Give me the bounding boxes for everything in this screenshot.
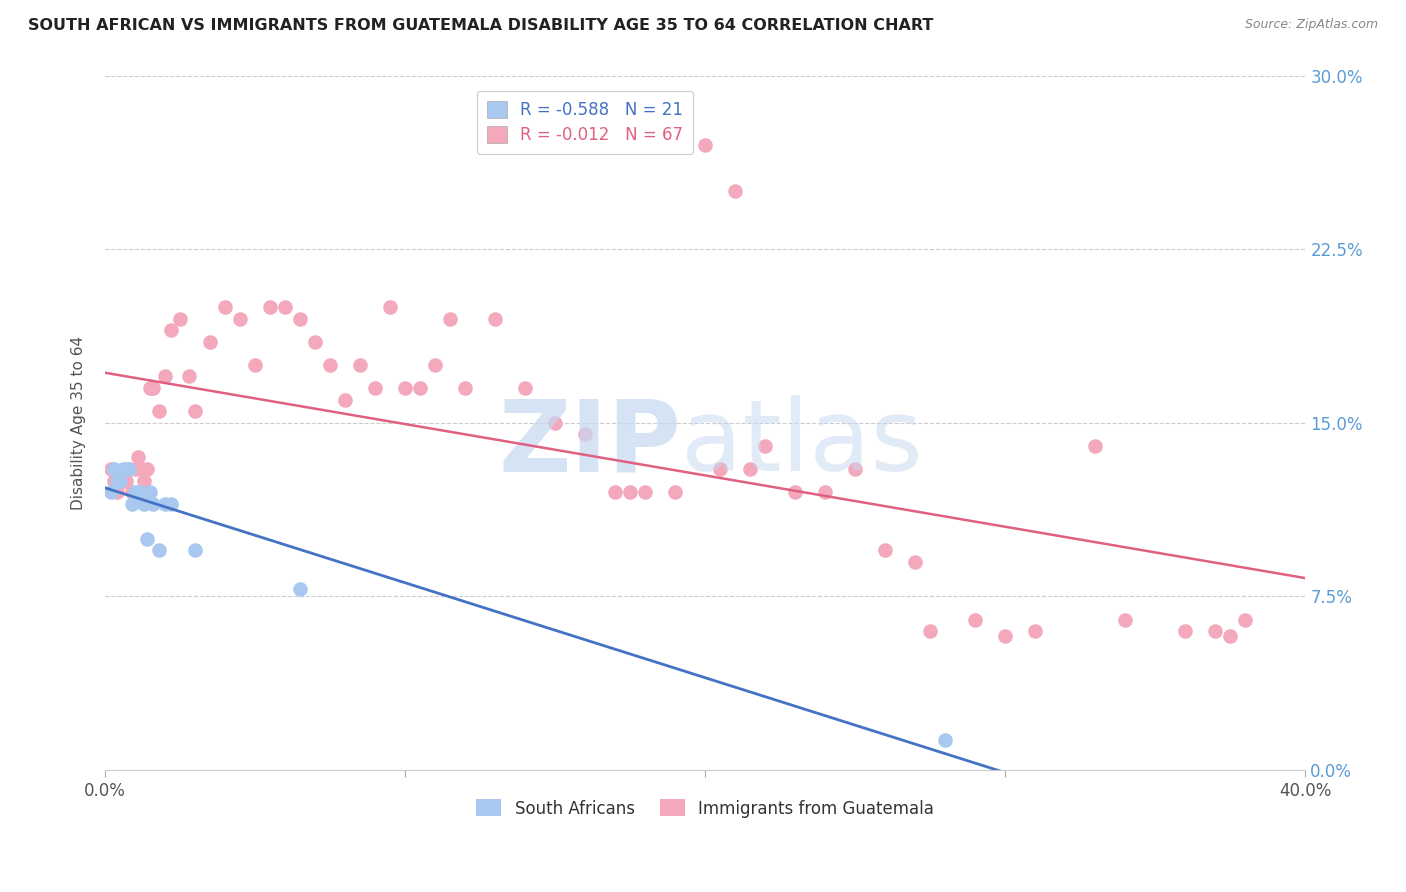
Point — [142, 381, 165, 395]
Point — [605, 485, 627, 500]
Point — [118, 462, 141, 476]
Point — [115, 474, 138, 488]
Point — [136, 532, 159, 546]
Point — [394, 381, 416, 395]
Point — [124, 485, 146, 500]
Legend: South Africans, Immigrants from Guatemala: South Africans, Immigrants from Guatemal… — [470, 793, 941, 824]
Point — [177, 369, 200, 384]
Point — [1234, 613, 1257, 627]
Point — [875, 543, 897, 558]
Point — [160, 497, 183, 511]
Point — [740, 462, 762, 476]
Y-axis label: Disability Age 35 to 64: Disability Age 35 to 64 — [72, 335, 86, 510]
Point — [1219, 629, 1241, 643]
Point — [920, 624, 942, 639]
Text: SOUTH AFRICAN VS IMMIGRANTS FROM GUATEMALA DISABILITY AGE 35 TO 64 CORRELATION C: SOUTH AFRICAN VS IMMIGRANTS FROM GUATEMA… — [28, 18, 934, 33]
Point — [274, 300, 297, 314]
Point — [574, 427, 596, 442]
Point — [118, 462, 141, 476]
Point — [136, 462, 159, 476]
Point — [409, 381, 432, 395]
Point — [229, 311, 252, 326]
Point — [160, 323, 183, 337]
Point — [664, 485, 686, 500]
Point — [132, 497, 155, 511]
Text: ZIP: ZIP — [498, 395, 681, 492]
Point — [184, 404, 207, 418]
Text: atlas: atlas — [681, 395, 922, 492]
Point — [484, 311, 506, 326]
Point — [304, 334, 326, 349]
Point — [934, 732, 956, 747]
Point — [439, 311, 461, 326]
Point — [129, 462, 152, 476]
Point — [994, 629, 1017, 643]
Point — [724, 184, 747, 198]
Point — [288, 582, 311, 597]
Point — [127, 450, 149, 465]
Point — [785, 485, 807, 500]
Point — [1084, 439, 1107, 453]
Point — [103, 474, 125, 488]
Point — [121, 485, 143, 500]
Point — [139, 381, 162, 395]
Point — [111, 462, 134, 476]
Point — [333, 392, 356, 407]
Point — [259, 300, 281, 314]
Point — [142, 497, 165, 511]
Point — [904, 555, 927, 569]
Point — [1024, 624, 1046, 639]
Point — [100, 485, 122, 500]
Point — [115, 462, 138, 476]
Point — [169, 311, 191, 326]
Point — [103, 462, 125, 476]
Point — [454, 381, 477, 395]
Point — [121, 497, 143, 511]
Point — [814, 485, 837, 500]
Point — [319, 358, 342, 372]
Point — [153, 369, 176, 384]
Point — [139, 485, 162, 500]
Point — [148, 543, 170, 558]
Point — [513, 381, 536, 395]
Point — [243, 358, 266, 372]
Point — [634, 485, 657, 500]
Point — [111, 474, 134, 488]
Point — [100, 462, 122, 476]
Point — [844, 462, 866, 476]
Point — [127, 485, 149, 500]
Point — [423, 358, 446, 372]
Point — [349, 358, 371, 372]
Point — [184, 543, 207, 558]
Text: Source: ZipAtlas.com: Source: ZipAtlas.com — [1244, 18, 1378, 31]
Point — [288, 311, 311, 326]
Point — [198, 334, 221, 349]
Point — [1114, 613, 1136, 627]
Point — [148, 404, 170, 418]
Point — [108, 474, 131, 488]
Point — [124, 462, 146, 476]
Point — [754, 439, 776, 453]
Point — [965, 613, 987, 627]
Point — [214, 300, 236, 314]
Point — [153, 497, 176, 511]
Point — [1174, 624, 1197, 639]
Point — [364, 381, 387, 395]
Point — [1204, 624, 1226, 639]
Point — [709, 462, 731, 476]
Point — [105, 485, 128, 500]
Point — [108, 474, 131, 488]
Point — [695, 138, 717, 153]
Point — [619, 485, 641, 500]
Point — [132, 474, 155, 488]
Point — [544, 416, 567, 430]
Point — [105, 474, 128, 488]
Point — [129, 485, 152, 500]
Point — [378, 300, 401, 314]
